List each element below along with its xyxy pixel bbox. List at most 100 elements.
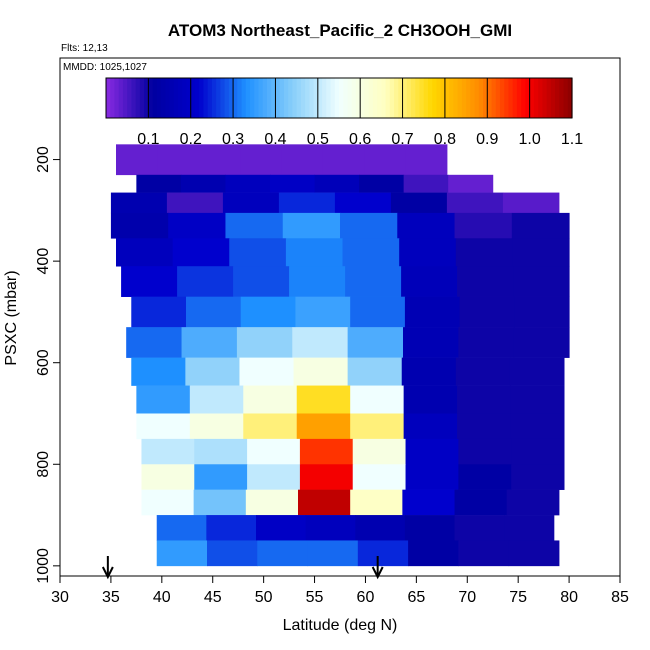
x-tick-label: 65 (407, 589, 425, 606)
heatmap-cell (296, 385, 351, 414)
colorbar-swatch (114, 78, 120, 118)
heatmap-cell (345, 266, 402, 297)
heatmap-cell (157, 144, 200, 176)
colorbar-swatch (423, 78, 429, 118)
heatmap-cell (189, 385, 244, 414)
colorbar-swatch (457, 78, 463, 118)
colorbar-swatch (406, 78, 412, 118)
x-tick-label: 60 (357, 589, 375, 606)
heatmap-cell (401, 357, 457, 386)
colorbar-swatch (309, 78, 315, 118)
colorbar-swatch (546, 78, 552, 118)
x-tick-label: 45 (204, 589, 222, 606)
heatmap-cell (504, 515, 555, 541)
colorbar-swatch (436, 78, 442, 118)
heatmap-cell (156, 540, 208, 567)
heatmap-cell (136, 174, 182, 193)
colorbar-swatch (156, 78, 162, 118)
colorbar-swatch (453, 78, 459, 118)
heatmap-cell (350, 385, 405, 414)
heatmap-cell (403, 327, 459, 358)
colorbar-swatch (466, 78, 471, 118)
heatmap-cell (193, 489, 247, 516)
colorbar (105, 77, 573, 119)
y-axis: 200 400 600 800 1000 (35, 146, 60, 584)
heatmap-cell (342, 238, 400, 267)
heatmap-cell (404, 515, 456, 541)
colorbar-tick-label: 0.7 (391, 131, 413, 148)
heatmap-cell (458, 540, 510, 567)
y-tick-label: 800 (35, 451, 52, 478)
flight-arrows (101, 556, 384, 580)
colorbar-swatch (521, 78, 526, 118)
colorbar-swatch (292, 78, 298, 118)
heatmap-cell (448, 174, 494, 193)
colorbar-swatch (419, 78, 425, 118)
colorbar-swatch (330, 78, 336, 118)
heatmap-cell (166, 192, 224, 214)
colorbar-swatch (398, 78, 404, 118)
colorbar-swatch (161, 78, 166, 118)
y-tick-label: 200 (35, 146, 52, 173)
colorbar-swatch (542, 78, 548, 118)
colorbar-swatch (487, 78, 493, 118)
x-tick-label: 50 (255, 589, 273, 606)
heatmap-cell (347, 357, 403, 386)
heatmap-cell (189, 413, 244, 440)
colorbar-swatch (483, 78, 488, 118)
colorbar-swatch (550, 78, 556, 118)
heatmap-cell (401, 266, 458, 297)
x-tick-label: 75 (509, 589, 527, 606)
heatmap-cell (508, 540, 560, 567)
colorbar-swatch (220, 78, 226, 118)
heatmap-cell (247, 438, 301, 465)
heatmap-cell (510, 413, 565, 440)
colorbar-swatch (529, 78, 535, 118)
colorbar-swatch (275, 78, 281, 118)
colorbar-swatch (525, 78, 531, 118)
colorbar-swatch (203, 78, 209, 118)
colorbar-swatch (199, 78, 205, 118)
heatmap-cell (156, 515, 207, 541)
heatmap-cell (225, 212, 284, 239)
colorbar-swatch (178, 78, 183, 118)
heatmap-cell (299, 438, 354, 465)
colorbar-swatch (508, 78, 514, 118)
colorbar-swatch (237, 78, 243, 118)
colorbar-tick-label: 0.1 (137, 131, 159, 148)
colorbar-swatch (271, 78, 277, 118)
heatmap-cell (233, 266, 290, 297)
colorbar-tick-label: 0.3 (222, 131, 244, 148)
heatmap-cell (292, 327, 349, 358)
heatmap-cell (347, 327, 404, 358)
colorbar-tick-label: 1.0 (519, 131, 541, 148)
colorbar-swatch (322, 78, 327, 118)
colorbar-swatch (461, 78, 467, 118)
heatmap-cell (278, 192, 336, 214)
heatmap-cell (256, 515, 307, 541)
flight-arrow-head (101, 566, 114, 580)
heatmap-cell (390, 192, 448, 214)
colorbar-swatch (347, 78, 353, 118)
colorbar-swatch (173, 78, 179, 118)
plot-frame (59, 57, 621, 577)
colorbar-swatch (224, 78, 230, 118)
colorbar-swatch (478, 78, 484, 118)
colorbar-tick-labels: 0.1 0.2 0.3 0.4 0.5 0.6 0.7 0.8 0.9 1.0 1.1 (137, 131, 583, 148)
colorbar-swatch (339, 78, 344, 118)
heatmap-cell (454, 489, 508, 516)
y-axis-label: PSXC (mbar) (3, 270, 20, 365)
heatmap-cell (116, 144, 158, 176)
heatmap-cell (110, 212, 169, 239)
x-tick-label: 35 (102, 589, 120, 606)
colorbar-swatch (567, 78, 573, 118)
colorbar-swatch (559, 78, 565, 118)
heatmap-cell (305, 515, 356, 541)
colorbar-swatch (491, 78, 497, 118)
colorbar-swatch (533, 78, 539, 118)
colorbar-tick-label: 0.2 (180, 131, 202, 148)
heatmap-cell (299, 464, 354, 490)
heatmap-cell (289, 266, 346, 297)
heatmap-cell (455, 238, 513, 267)
colorbar-frame (105, 77, 573, 119)
